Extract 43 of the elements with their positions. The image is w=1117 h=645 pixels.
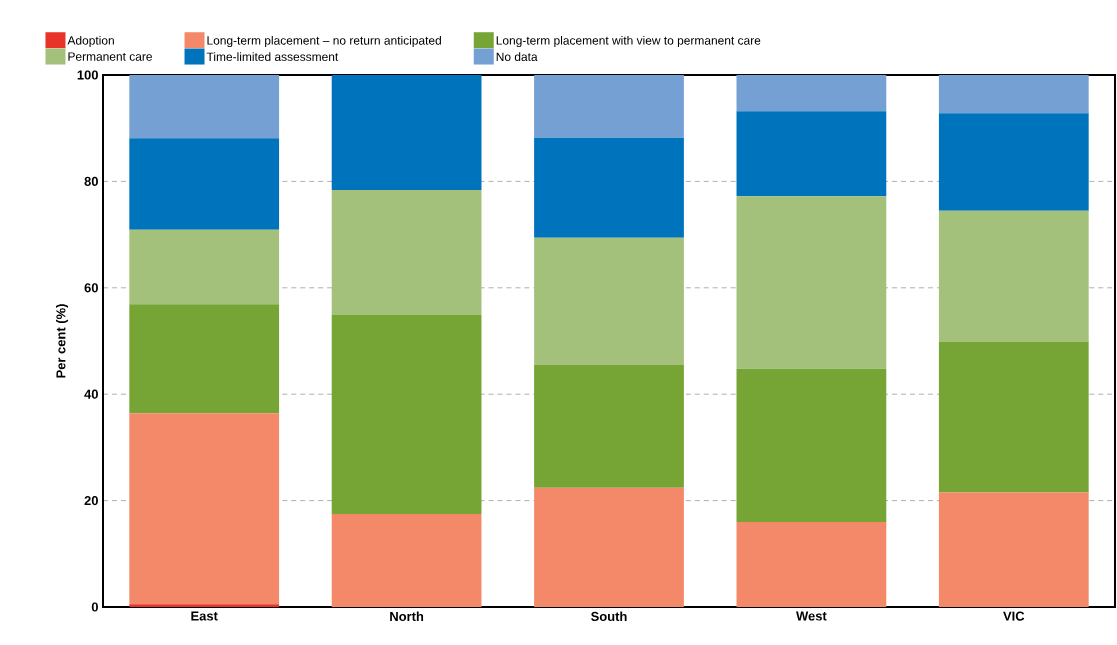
x-tick-label: East: [191, 611, 218, 621]
bar: [736, 74, 887, 112]
bar: [129, 229, 280, 305]
bar: [938, 341, 1089, 493]
bar: [534, 74, 684, 138]
legend-label: Permanent care: [68, 52, 152, 61]
bar: [736, 521, 887, 607]
bar: [129, 74, 280, 139]
x-tick-label: VIC: [1003, 611, 1025, 621]
bar: [129, 304, 280, 414]
bar: [129, 604, 280, 607]
y-tick-label: 0: [91, 602, 98, 612]
bar: [331, 189, 482, 315]
legend-label: Adoption: [67, 35, 114, 48]
bar: [938, 492, 1089, 607]
legend-label: Long-term placement – no return anticipated: [207, 35, 441, 48]
y-axis-title: Per cent (%): [55, 304, 69, 378]
bar: [938, 210, 1089, 342]
y-tick-label: 60: [84, 283, 98, 293]
bar: [736, 111, 887, 197]
legend-label: Long-term placement with view to permanent care: [496, 35, 761, 48]
y-tick-label: 100: [77, 70, 98, 80]
bar: [331, 513, 482, 607]
y-tick-label: 20: [84, 496, 98, 506]
x-tick-label: North: [390, 611, 424, 622]
bar: [331, 74, 482, 190]
bar: [534, 364, 684, 488]
bar: [938, 113, 1089, 211]
y-tick-label: 80: [84, 176, 98, 186]
x-tick-label: South: [591, 611, 627, 622]
y-tick-label: 40: [84, 389, 98, 399]
bar: [736, 368, 887, 522]
bar: [129, 413, 280, 605]
legend-label: No data: [496, 52, 538, 61]
bar: [129, 138, 280, 230]
bar: [938, 74, 1089, 114]
bar: [534, 487, 684, 607]
bar: [534, 237, 684, 365]
x-tick-label: West: [796, 611, 827, 621]
bar: [331, 314, 482, 514]
legend-label: Time-limited assessment: [206, 52, 339, 61]
bar: [534, 137, 684, 238]
bar: [736, 196, 887, 369]
